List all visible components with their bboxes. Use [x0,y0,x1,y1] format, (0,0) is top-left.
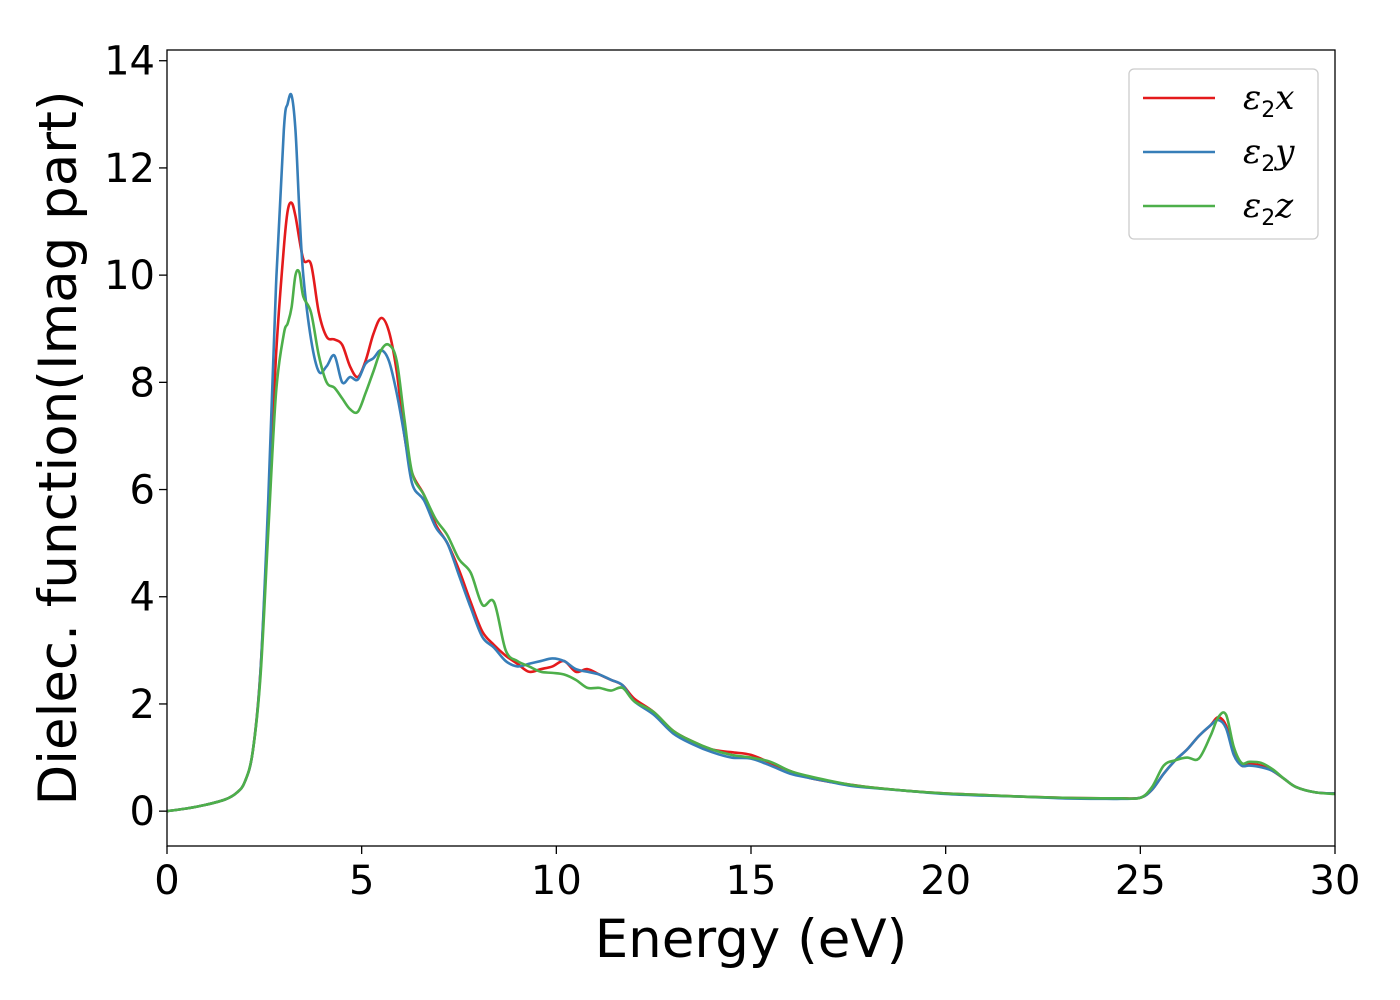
legend-box [1128,68,1319,240]
series-line-z [167,268,1335,813]
y-tick-label: 12 [104,146,155,192]
y-tick-label: 8 [130,360,155,406]
x-tick-label: 0 [154,858,179,904]
series-line-x [167,201,1335,813]
legend-label: ε2y [1243,132,1295,177]
legend-item-z: ε2z [1143,186,1294,231]
y-tick-label: 14 [104,39,155,85]
y-tick-label: 2 [130,682,155,728]
legend-label: ε2x [1243,78,1294,123]
y-tick-label: 4 [130,575,155,621]
y-tick-label: 0 [130,789,155,835]
series-line-y [167,92,1335,813]
x-tick-label: 5 [349,858,374,904]
x-tick-label: 30 [1310,858,1361,904]
x-tick-label: 25 [1115,858,1166,904]
legend: ε2x ε2y ε2z [1128,68,1319,240]
y-axis-ticks: 0 2 4 6 8 10 12 14 [104,39,167,835]
legend-item-y: ε2y [1143,132,1295,177]
x-tick-label: 10 [531,858,582,904]
legend-label: ε2z [1243,186,1294,231]
x-axis-ticks: 0 5 10 15 20 25 30 [154,846,1360,904]
legend-item-x: ε2x [1143,78,1294,123]
y-tick-label: 10 [104,253,155,299]
x-tick-label: 15 [726,858,777,904]
x-tick-label: 20 [920,858,971,904]
series-layer [167,92,1335,813]
y-tick-label: 6 [130,468,155,514]
x-axis-title: Energy (eV) [595,909,908,970]
y-axis-title: Dielec. function(Imag part) [28,90,89,805]
